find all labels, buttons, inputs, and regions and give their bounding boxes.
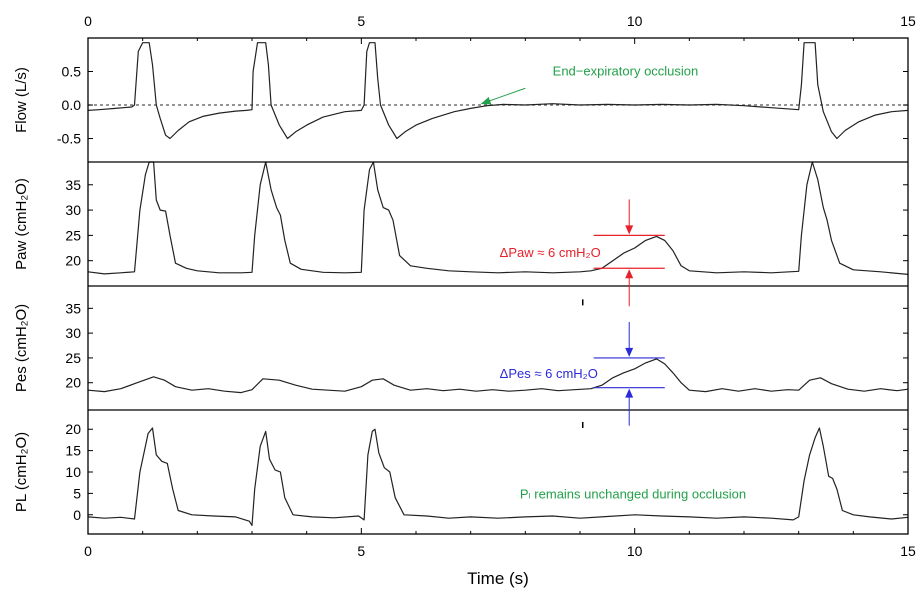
pes-delta-arrowhead-up [625,388,634,398]
y-tick-label-pes: 30 [65,325,81,341]
y-tick-label-paw: 25 [65,227,81,243]
paw-delta-arrowhead-up [625,269,634,279]
flow-annotation-text: End−expiratory occlusion [553,64,699,79]
x-tick-label: 10 [627,543,643,559]
paw-delta-label: ΔPaw ≈ 6 cmH₂O [500,245,601,260]
flow-annotation-arrow [480,87,526,105]
axes-frame: 0 5 10 15 0 5 10 15 [84,13,916,559]
annotations: End−expiratory occlusion ΔPaw ≈ 6 cmH₂O ΔP… [480,64,746,501]
y-axis-label-pes: Pes (cmH₂O) [13,304,30,392]
panel-flow: 0.5 0.0 -0.5 Flow (L/s) [13,42,909,147]
panel-pes: 35 30 25 20 Pes (cmH₂O) [13,300,909,394]
pes-delta-label: ΔPes ≈ 6 cmH₂O [500,366,598,381]
pes-delta-arrowhead-down [625,347,634,357]
x-top-tick-label: 10 [627,13,643,29]
y-tick-label-pes: 20 [65,375,81,391]
series-line-pl [87,427,909,526]
x-top-tick-label: 15 [900,13,916,29]
y-tick-label-pl: 5 [73,485,81,501]
y-tick-label-flow: 0.5 [62,64,82,80]
x-top-tick-label: 0 [84,13,92,29]
x-axis-label: Time (s) [467,569,529,588]
y-tick-label-flow: -0.5 [57,131,81,147]
x-tick-label: 15 [900,543,916,559]
panel-paw: 35 30 25 20 Paw (cmH₂O) [13,161,909,275]
y-axis-label-pl: PL (cmH₂O) [13,432,30,512]
pl-annotation-text: Pₗ remains unchanged during occlusion [520,486,746,501]
x-top-tick-label: 5 [357,13,365,29]
y-tick-label-pl: 0 [73,507,81,523]
y-tick-label-paw: 30 [65,202,81,218]
y-tick-label-paw: 20 [65,253,81,269]
y-axis-label-flow: Flow (L/s) [13,67,30,133]
y-tick-label-paw: 35 [65,177,81,193]
plot-frame [87,37,909,535]
y-axis-label-paw: Paw (cmH₂O) [13,178,30,270]
series-line-pes [87,358,909,394]
series-line-paw [87,161,909,275]
y-tick-label-pes: 25 [65,350,81,366]
y-tick-label-pes: 35 [65,300,81,316]
paw-delta-arrowhead-down [625,225,634,235]
y-tick-label-pl: 10 [65,464,81,480]
y-tick-label-pl: 20 [65,421,81,437]
series-line-flow [87,42,909,140]
panel-pl: 20 15 10 5 0 PL (cmH₂O) [13,421,909,526]
x-tick-label: 5 [357,543,365,559]
y-tick-label-pl: 15 [65,443,81,459]
x-tick-label: 0 [84,543,92,559]
y-tick-label-flow: 0.0 [62,97,82,113]
